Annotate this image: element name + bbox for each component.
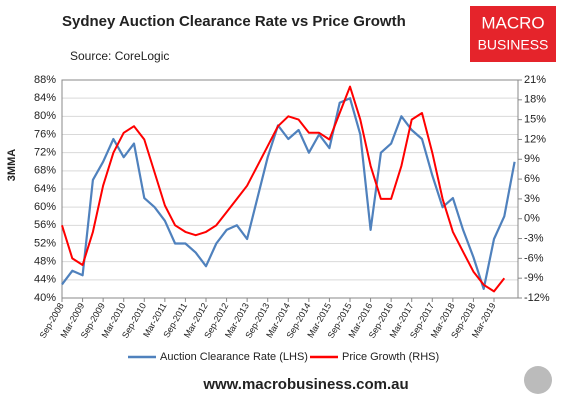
- y-tick-label: 80%: [34, 110, 56, 122]
- y-tick-label: 76%: [34, 128, 56, 140]
- data-line: [61, 97, 516, 290]
- y2-tick-label: -9%: [524, 272, 544, 284]
- y-tick-label: 88%: [34, 74, 56, 86]
- y2-tick-label: 6%: [524, 173, 540, 185]
- logo-text: BUSINESS: [478, 37, 549, 53]
- legend-label: Auction Clearance Rate (LHS): [160, 351, 308, 363]
- wolf-icon: [524, 366, 552, 394]
- y-tick-label: 84%: [34, 92, 56, 104]
- chart-title: Sydney Auction Clearance Rate vs Price G…: [62, 13, 406, 30]
- y-tick-label: 68%: [34, 165, 56, 177]
- y2-tick-label: -12%: [524, 292, 550, 304]
- y2-tick-label: 18%: [524, 94, 546, 106]
- y-axis-label: 3MMA: [6, 149, 18, 181]
- y-tick-label: 60%: [34, 201, 56, 213]
- plot-frame: [61, 79, 519, 299]
- y2-tick-label: 0%: [524, 213, 540, 225]
- y-tick-label: 52%: [34, 237, 56, 249]
- y-tick-label: 40%: [34, 292, 56, 304]
- data-line: [61, 85, 506, 293]
- y2-tick-label: 12%: [524, 133, 546, 145]
- website: www.macrobusiness.com.au: [202, 376, 408, 393]
- y2-tick-label: -6%: [524, 252, 544, 264]
- y-tick-label: 56%: [34, 219, 56, 231]
- y-tick-label: 44%: [34, 274, 56, 286]
- chart-subtitle: Source: CoreLogic: [70, 49, 169, 63]
- y-tick-label: 64%: [34, 183, 56, 195]
- legend-label: Price Growth (RHS): [342, 351, 439, 363]
- y2-tick-label: -3%: [524, 232, 544, 244]
- y-tick-label: 48%: [34, 256, 56, 268]
- y2-tick-label: 9%: [524, 153, 540, 165]
- y-tick-label: 72%: [34, 147, 56, 159]
- y2-tick-label: 21%: [524, 74, 546, 86]
- logo-box: [470, 6, 556, 62]
- logo-text: MACRO: [481, 13, 544, 32]
- y2-tick-label: 15%: [524, 114, 546, 126]
- y2-tick-label: 3%: [524, 193, 540, 205]
